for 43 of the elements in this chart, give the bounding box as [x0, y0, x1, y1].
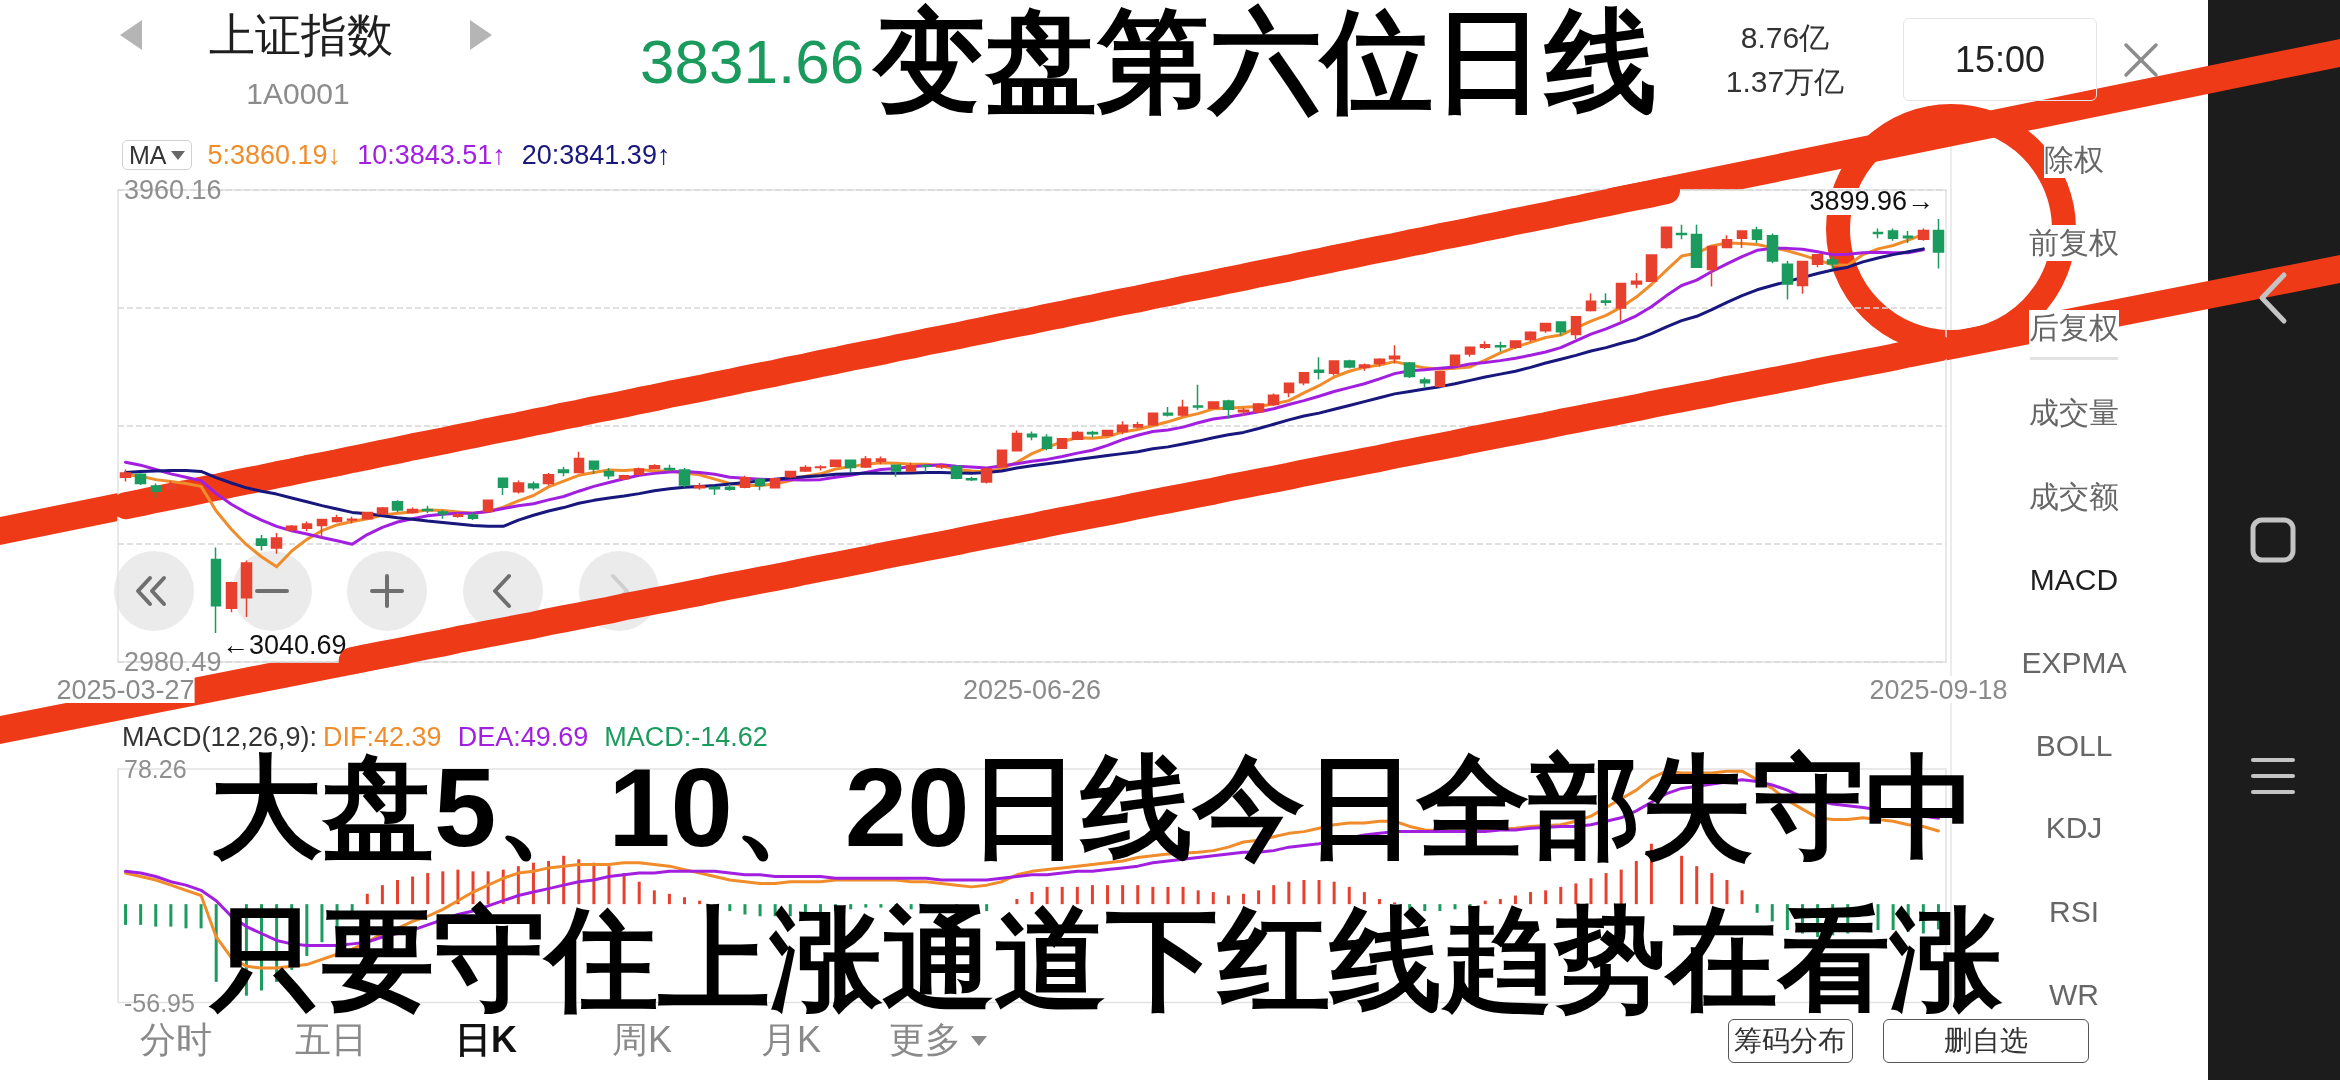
text: 20:3841.39↑ [521, 139, 671, 171]
text: KDJ [2045, 810, 2103, 846]
dropdown-button: MA [122, 140, 192, 170]
text: 前复权 [2029, 225, 2119, 261]
text: DEA:49.69 [457, 721, 589, 753]
text: 1.37万亿 [1725, 64, 1845, 100]
text: 更多 [889, 1018, 961, 1062]
text: 5:3860.19↓ [207, 139, 342, 171]
text: 后复权 [2029, 310, 2119, 346]
legend-title: MA [129, 141, 167, 169]
y-tick-label: 2980.49 [124, 647, 222, 677]
text: EXPMA [2021, 645, 2127, 681]
text: 10:3843.51↑ [357, 139, 506, 171]
text: 成交量 [2029, 395, 2119, 431]
text: BOLL [2035, 728, 2113, 764]
text: 筹码分布 [1734, 1024, 1846, 1058]
text: RSI [2048, 894, 2100, 930]
annotation: 3899.96→ [1809, 185, 1934, 216]
x-tick-label: 2025-09-18 [1869, 674, 2008, 705]
y-tick-label: 3960.16 [124, 175, 222, 205]
text: MACD:-14.62 [604, 721, 768, 753]
text: 周K [611, 1018, 673, 1062]
text: 日K [455, 1018, 517, 1062]
x-tick-label: 2025-03-27 [56, 674, 195, 705]
text: 3831.66 [640, 25, 865, 98]
text: 15:00 [1954, 38, 2046, 82]
text: 成交额 [2029, 479, 2119, 515]
text: 五日 [295, 1018, 367, 1062]
text: 1A0001 [246, 76, 350, 112]
text: 月K [760, 1018, 822, 1062]
x-tick-label: 2025-06-26 [962, 674, 1102, 705]
y-tick-label: 78.26 [124, 755, 187, 783]
text: WR [2049, 977, 2099, 1013]
y-tick-label: -56.95 [124, 988, 195, 1017]
text: 除权 [2044, 142, 2104, 178]
text: 分时 [140, 1018, 212, 1062]
text: MACD [2029, 562, 2119, 598]
text: 上证指数 [209, 8, 393, 64]
text: 8.76亿 [1740, 20, 1830, 56]
text: DIF:42.39 [323, 721, 442, 753]
text: 删自选 [1944, 1024, 2028, 1058]
annotation: ←3040.69 [222, 629, 347, 660]
chart-title: 变盘第六位日线 [873, 0, 1657, 124]
